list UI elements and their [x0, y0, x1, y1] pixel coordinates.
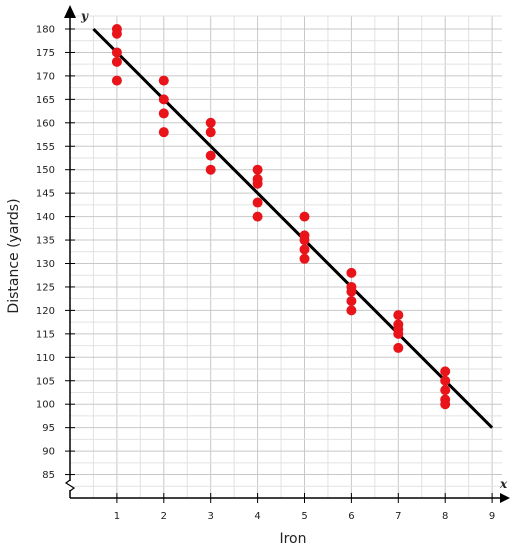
x-tick-label: 4	[254, 511, 260, 522]
data-point	[158, 127, 169, 138]
data-point	[252, 164, 263, 175]
data-point	[299, 235, 310, 246]
data-point	[205, 164, 216, 175]
y-tick-label: 160	[36, 118, 55, 129]
y-tick-label: 90	[42, 447, 55, 458]
x-axis-arrow-icon	[500, 493, 510, 503]
y-tick-label: 145	[36, 189, 55, 200]
data-point	[299, 244, 310, 255]
x-tick-label: 9	[489, 511, 495, 522]
data-point	[346, 305, 357, 316]
x-axis-var-label: x	[499, 477, 508, 491]
x-tick-label: 8	[442, 511, 448, 522]
data-point	[393, 342, 404, 353]
data-point	[111, 47, 122, 58]
x-tick-label: 5	[301, 511, 307, 522]
trend-line-group	[92, 27, 494, 429]
y-tick-label: 120	[36, 306, 55, 317]
x-tick-label: 1	[114, 511, 120, 522]
data-point	[111, 75, 122, 86]
data-point	[393, 310, 404, 321]
x-tick-label: 3	[208, 511, 214, 522]
y-tick-label: 100	[36, 400, 55, 411]
data-point	[205, 127, 216, 138]
data-point	[299, 253, 310, 264]
data-point	[205, 117, 216, 128]
data-point	[346, 267, 357, 278]
y-tick-label: 85	[42, 470, 55, 481]
y-tick-label: 180	[36, 25, 55, 36]
y-tick-label: 150	[36, 165, 55, 176]
x-tick-label: 6	[348, 511, 354, 522]
data-point	[299, 211, 310, 222]
x-axis-title: Iron	[279, 531, 306, 547]
y-tick-labels: 85 90 95 100 105 110 115 120 125 130 135 140 145 150 1…	[36, 25, 75, 481]
data-point	[158, 108, 169, 119]
data-point	[252, 211, 263, 222]
data-point	[346, 296, 357, 307]
data-point	[158, 94, 169, 105]
y-tick-label: 105	[36, 376, 55, 387]
y-tick-label: 125	[36, 282, 55, 293]
axes: x y	[64, 5, 510, 503]
y-tick-label: 95	[42, 423, 55, 434]
y-tick-label: 140	[36, 212, 55, 223]
y-tick-label: 175	[36, 48, 55, 59]
y-axis-break-icon	[64, 479, 76, 492]
y-axis-title: Distance (yards)	[6, 198, 22, 313]
grid-lines	[70, 15, 502, 499]
y-tick-label: 155	[36, 142, 55, 153]
y-tick-label: 130	[36, 259, 55, 270]
y-tick-label: 165	[36, 95, 55, 106]
y-tick-label: 110	[36, 353, 55, 364]
data-point	[111, 28, 122, 39]
data-point	[440, 385, 451, 396]
y-axis-arrow-icon	[64, 5, 76, 18]
data-point	[158, 75, 169, 86]
data-point	[440, 399, 451, 410]
y-axis-var-label: y	[80, 9, 89, 23]
y-tick-label: 135	[36, 236, 55, 247]
x-tick-label: 2	[161, 511, 167, 522]
data-point	[440, 375, 451, 386]
data-point	[252, 178, 263, 189]
data-point	[252, 197, 263, 208]
data-point	[440, 366, 451, 377]
x-tick-label: 7	[395, 511, 401, 522]
data-points	[111, 24, 451, 410]
trend-line	[92, 27, 494, 429]
data-point	[111, 56, 122, 67]
data-point	[205, 150, 216, 161]
x-tick-labels: 1 2 3 4 5 6 7 8 9	[114, 493, 495, 522]
data-point	[346, 286, 357, 297]
y-tick-label: 170	[36, 71, 55, 82]
y-tick-label: 115	[36, 329, 55, 340]
data-point	[393, 328, 404, 339]
